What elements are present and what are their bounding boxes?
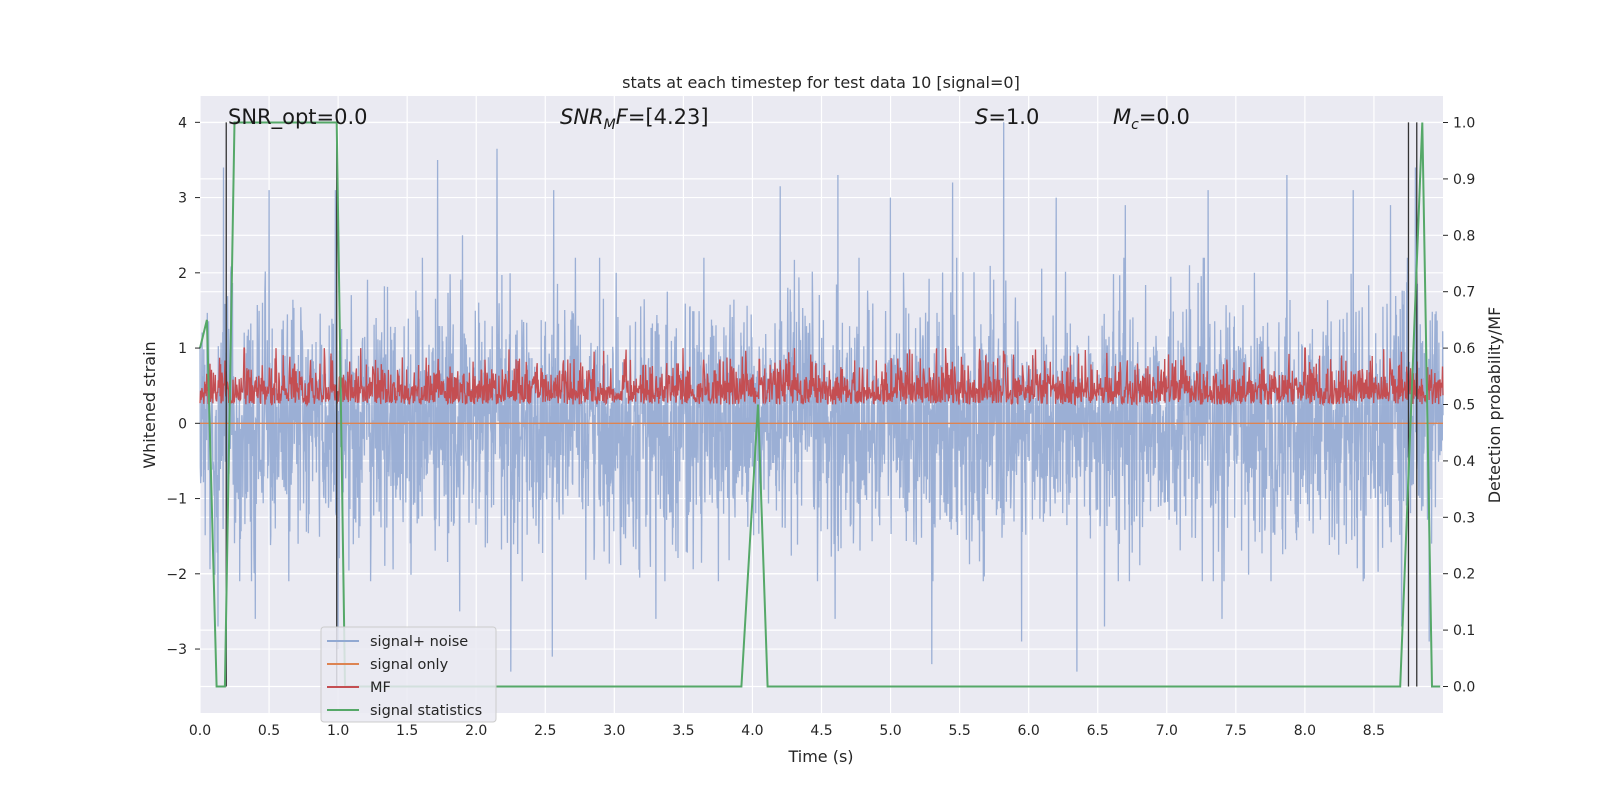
s-var: S [975,105,988,129]
x-tick-label: 4.5 [810,723,832,739]
y-axis-label-left: Whitened strain [140,341,159,468]
snr-mf-value: =[4.23] [628,105,709,129]
snr-mf-annotation: SNRMF=[4.23] [560,105,709,133]
x-tick-label: 8.0 [1294,723,1316,739]
legend-label: signal only [370,657,449,673]
mc-var: M [1113,105,1131,129]
x-tick-label: 5.5 [948,723,970,739]
y-tick-label: 4 [178,115,187,131]
s-annotation: S=1.0 [975,105,1039,129]
x-tick-label: 7.0 [1156,723,1178,739]
legend: signal+ noise signal only MF signal statist… [320,626,497,723]
x-tick-label: 1.0 [327,723,349,739]
y-tick-label: 1 [178,341,187,357]
x-tick-label: 6.5 [1087,723,1109,739]
chart-title: stats at each timestep for test data 10 … [622,73,1020,92]
y-axis-label-right: Detection probability/MF [1485,307,1504,504]
legend-label: MF [370,680,391,696]
y-right-tick-label: 0.2 [1453,567,1475,583]
x-tick-label: 4.0 [741,723,763,739]
y-tick-label: 2 [178,266,187,282]
x-tick-label: 1.5 [396,723,418,739]
axes: 0.0 0.5 1.0 1.5 2.0 2.5 3.0 3.5 4.0 4.5 5.0 5.5 6.0 6… [166,115,1475,739]
y-tick-label: 0 [178,416,187,432]
legend-box [320,626,497,723]
x-tick-label: 5.0 [879,723,901,739]
snr-mf-sub: M [604,117,616,133]
y-right-tick-label: 0.0 [1453,679,1475,695]
y-right-tick-label: 0.5 [1453,398,1475,414]
x-tick-label: 0.0 [189,723,211,739]
y-tick-label: 3 [178,191,187,207]
y-tick-label: −1 [166,492,187,508]
x-tick-label: 2.5 [534,723,556,739]
mc-annotation: Mc=0.0 [1113,105,1190,133]
x-tick-label: 7.5 [1225,723,1247,739]
snr-mf-base: SNR [560,105,604,129]
series-mf [199,347,1444,408]
x-tick-label: 6.0 [1018,723,1040,739]
y-tick-label: −3 [166,642,187,658]
snr-mf-rest-italic: F [616,105,629,129]
y-right-tick-label: 0.6 [1453,341,1475,357]
mc-sub: c [1131,117,1139,133]
y-right-tick-label: 1.0 [1453,116,1475,132]
x-tick-label: 2.0 [465,723,487,739]
y-tick-label: −2 [166,567,187,583]
mc-rest: =0.0 [1139,105,1190,129]
s-rest: =1.0 [988,105,1039,129]
y-right-tick-label: 0.8 [1453,228,1475,244]
x-tick-label: 8.5 [1363,723,1385,739]
y-right-tick-label: 0.3 [1453,510,1475,526]
annotations: SNR_opt=0.0 SNRMF=[4.23] S=1.0 Mc=0.0 [228,105,1190,133]
y-right-tick-label: 0.1 [1453,623,1475,639]
snr-opt-annotation: SNR_opt=0.0 [228,105,368,130]
y-right-tick-label: 0.9 [1453,172,1475,188]
y-right-tick-label: 0.4 [1453,454,1475,470]
legend-label: signal+ noise [370,634,468,650]
legend-label: signal statistics [370,703,482,719]
x-tick-label: 0.5 [258,723,280,739]
y-right-tick-label: 0.7 [1453,285,1475,301]
x-axis-label: Time (s) [787,747,853,766]
x-tick-label: 3.5 [672,723,694,739]
x-tick-label: 3.0 [603,723,625,739]
